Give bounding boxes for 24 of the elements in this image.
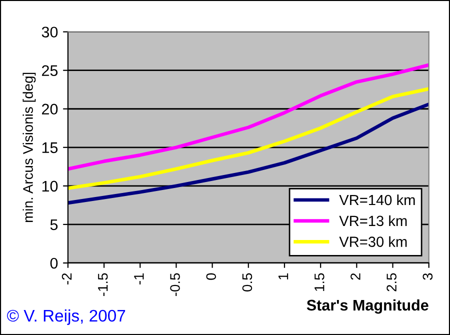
text: © V. Reijs, 2007 <box>7 309 126 325</box>
y-tick-label: 20 <box>42 104 58 115</box>
y-tick-label: 0 <box>50 258 58 269</box>
x-tick-label: 1 <box>278 273 288 280</box>
x-tick-label: -2 <box>62 273 72 284</box>
x-tick-label: 2 <box>350 273 360 280</box>
y-tick-label: 30 <box>42 26 58 38</box>
x-tick-label: 0.5 <box>242 273 252 292</box>
legend-label: VR=13 km <box>339 215 407 226</box>
x-tick-label: 2.5 <box>386 273 396 292</box>
y-tick-label: 10 <box>42 180 58 192</box>
x-axis-title: Star's Magnitude <box>306 299 428 314</box>
y-tick-label: 5 <box>50 219 58 230</box>
y-tick-label: 25 <box>42 65 58 76</box>
y-axis-title: min. Arcus Visionis [deg] <box>22 72 36 222</box>
x-tick-label: 0 <box>206 273 216 280</box>
y-tick-label: 15 <box>42 142 58 154</box>
x-tick-label: 3 <box>422 273 433 280</box>
x-tick-label: -0.5 <box>170 273 180 296</box>
x-tick-label: -1.5 <box>98 273 108 296</box>
legend-label: VR=140 km <box>339 194 415 206</box>
legend-label: VR=30 km <box>339 236 407 247</box>
x-tick-label: -1 <box>134 273 144 284</box>
x-tick-label: 1.5 <box>314 273 324 291</box>
